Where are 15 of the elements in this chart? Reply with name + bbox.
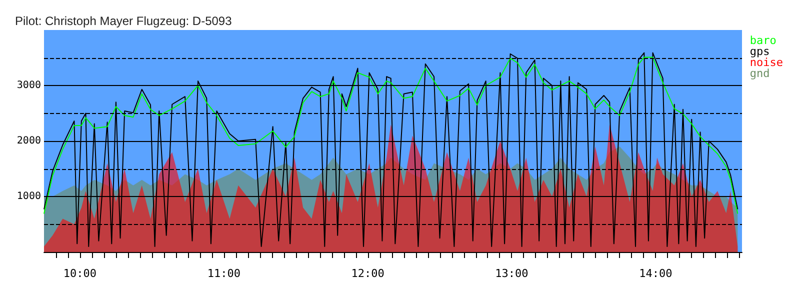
x-tick-label: 11:00 <box>207 267 240 280</box>
x-tick-label: 10:00 <box>63 267 97 280</box>
x-tick-label: 13:00 <box>495 267 528 280</box>
text: noise <box>750 56 784 69</box>
text: baro <box>750 34 776 47</box>
line-series <box>44 56 738 214</box>
y-tick-label: 3000 <box>16 80 41 91</box>
line-series <box>44 52 738 247</box>
y-tick-label: 2000 <box>16 136 41 146</box>
text: gnd <box>750 67 770 80</box>
text: gps <box>750 45 770 58</box>
chart-title: Pilot: Christoph Mayer Flugzeug: D-5093 <box>15 14 232 28</box>
y-tick-label: 1000 <box>16 191 41 202</box>
x-tick-label: 12:00 <box>351 267 384 280</box>
x-tick-label: 14:00 <box>639 267 672 280</box>
